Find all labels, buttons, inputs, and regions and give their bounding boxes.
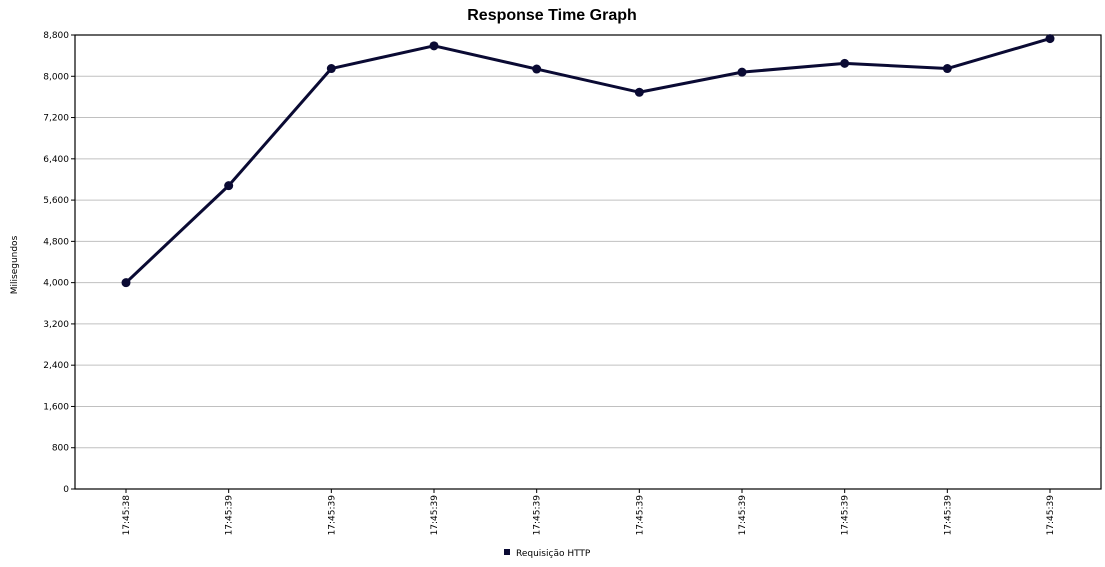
data-point [224,181,234,191]
y-tick-label: 8,800 [43,31,69,41]
x-tick-label: 17:45:39 [327,495,337,536]
data-point [1045,34,1055,44]
x-tick-label: 17:45:39 [430,495,440,536]
y-tick-label: 1,600 [43,402,69,412]
y-tick-label: 3,200 [43,320,69,330]
y-tick-label: 800 [52,444,69,454]
y-tick-label: 7,200 [43,114,69,124]
data-point [532,64,542,74]
data-point [429,41,439,51]
y-axis-label: Milisegundos [10,235,20,294]
y-tick-label: 4,000 [43,279,69,289]
x-tick-label: 17:45:39 [533,495,543,536]
x-tick-label: 17:45:39 [943,495,953,536]
plot-frame [74,34,1102,490]
y-tick-label: 8,000 [43,72,69,82]
y-axis-ticks: 0 800 1,600 2,400 3,200 4,000 4,800 5,600 6,400 7… [43,31,75,495]
y-tick-label: 4,800 [43,237,69,247]
series-layer [121,34,1055,288]
data-point [942,64,952,74]
y-tick-label: 5,600 [43,196,69,206]
x-tick-label: 17:45:38 [122,495,132,536]
data-point [634,87,644,97]
data-point [326,64,336,74]
x-tick-label: 17:45:39 [841,495,851,536]
y-tick-label: 2,400 [43,361,69,371]
legend: Requisição HTTP [504,549,591,559]
series-line [124,37,1051,284]
chart-title: Response Time Graph [467,7,637,24]
legend-swatch [504,549,510,555]
y-tick-label: 6,400 [43,155,69,165]
x-tick-label: 17:45:39 [225,495,235,536]
y-tick-label: 0 [63,485,69,495]
x-axis-ticks: 17:45:38 17:45:39 17:45:39 17:45:39 17:45:39… [122,489,1056,535]
data-point [737,67,747,77]
data-point [840,58,850,68]
x-tick-label: 17:45:39 [1046,495,1056,536]
x-tick-label: 17:45:39 [738,495,748,536]
grid-lines [75,75,1101,449]
x-tick-label: 17:45:39 [635,495,645,536]
legend-label: Requisição HTTP [516,549,591,559]
data-point [121,278,131,288]
